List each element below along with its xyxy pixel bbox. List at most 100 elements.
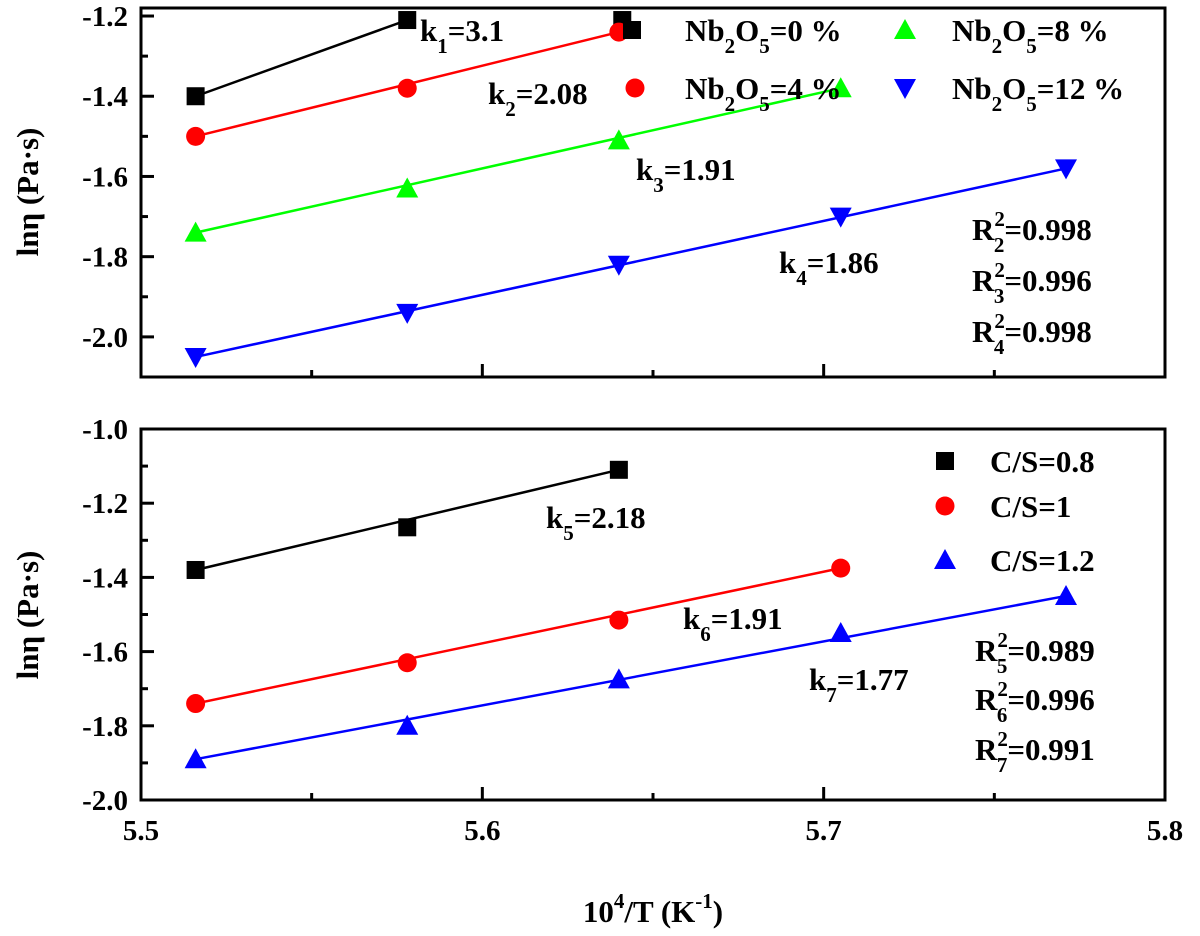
text-run: =8 % xyxy=(1037,13,1109,48)
y-tick-label: -1.2 xyxy=(82,1,128,33)
x-tick-label: 5.8 xyxy=(1147,815,1183,847)
r-squared-annotation: R2 5=0.989 xyxy=(975,628,1095,678)
text-run: k xyxy=(809,662,827,697)
data-point xyxy=(609,610,629,630)
text-run: =1.86 xyxy=(807,245,879,280)
y-axis-label: lnη (Pa·s) xyxy=(10,551,45,680)
r-squared-annotation: R2 6=0.996 xyxy=(975,677,1095,727)
text-run: 5 xyxy=(563,521,574,545)
legend-label: Nb2O5=4 % xyxy=(685,71,842,116)
text-run: =2.08 xyxy=(516,76,588,111)
slope-annotation: k5=2.18 xyxy=(546,500,646,545)
text-run: =0.996 xyxy=(1007,682,1094,717)
text-run: 2 xyxy=(994,258,1005,282)
text-run: -1 xyxy=(695,889,713,913)
text-run: 2 xyxy=(505,97,516,121)
text-run: k xyxy=(779,245,797,280)
text-run: 1 xyxy=(437,34,448,58)
data-point xyxy=(397,653,417,673)
text-run: 2 xyxy=(992,92,1003,116)
data-point xyxy=(1055,584,1078,605)
text-run: 6 xyxy=(997,703,1008,727)
y-tick-label: -1.6 xyxy=(82,637,128,669)
legend-label: Nb2O5=12 % xyxy=(952,71,1124,116)
text-run: 2 xyxy=(725,92,736,116)
data-point xyxy=(829,77,852,98)
data-point xyxy=(1055,159,1078,180)
legend-marker xyxy=(623,21,641,39)
data-point xyxy=(184,347,207,368)
text-run: Nb xyxy=(685,13,725,48)
text-run: /T (K xyxy=(623,894,695,929)
slope-annotation: k6=1.91 xyxy=(683,601,783,646)
text-run: k xyxy=(488,76,506,111)
text-run: O xyxy=(735,71,759,106)
text-run: R xyxy=(972,263,995,298)
data-point xyxy=(831,558,851,578)
text-run: k xyxy=(546,500,564,535)
text-run: 5 xyxy=(997,654,1008,678)
text-run: =0.991 xyxy=(1007,732,1094,767)
legend-label: C/S=1.2 xyxy=(990,543,1095,578)
text-run: 7 xyxy=(826,683,837,707)
text-run: 2 xyxy=(994,309,1005,333)
y-tick-label: -1.4 xyxy=(82,81,128,113)
data-point xyxy=(396,714,419,735)
slope-annotation: k3=1.91 xyxy=(636,152,736,197)
text-run: =0.998 xyxy=(1004,314,1091,349)
text-run: R xyxy=(975,633,998,668)
data-point xyxy=(186,126,206,146)
text-run: =0.996 xyxy=(1004,263,1091,298)
data-point xyxy=(186,694,206,714)
legend-marker xyxy=(936,452,954,470)
r-squared-annotation: R2 4=0.998 xyxy=(972,309,1092,359)
y-tick-label: -1.8 xyxy=(82,242,128,274)
legend-label: Nb2O5=0 % xyxy=(685,13,842,58)
text-run: =0 % xyxy=(770,13,842,48)
text-run: O xyxy=(735,13,759,48)
data-point xyxy=(607,255,630,276)
y-tick-label: -1.4 xyxy=(82,562,128,594)
text-run: ) xyxy=(713,894,723,929)
text-run: O xyxy=(1002,13,1026,48)
text-run: 5 xyxy=(759,34,770,58)
text-run: =1.77 xyxy=(837,662,909,697)
text-run: 7 xyxy=(997,753,1008,777)
fit-line xyxy=(195,167,1067,359)
legend-marker xyxy=(934,549,956,569)
text-run: 4 xyxy=(994,335,1005,359)
text-run: R xyxy=(975,682,998,717)
text-run: =0.998 xyxy=(1004,212,1091,247)
slope-annotation: k4=1.86 xyxy=(779,245,879,290)
fit-line xyxy=(195,86,842,234)
legend-marker xyxy=(894,79,916,99)
legend-marker xyxy=(935,496,955,516)
y-axis-label: lnη (Pa·s) xyxy=(10,128,45,257)
text-run: 2 xyxy=(994,207,1005,231)
text-run: Nb xyxy=(685,71,725,106)
text-run: 2 xyxy=(997,727,1008,751)
x-tick-label: 5.6 xyxy=(464,815,500,847)
text-run: =3.1 xyxy=(448,13,504,48)
text-run: k xyxy=(636,152,654,187)
text-run: =1.91 xyxy=(664,152,736,187)
legend-marker xyxy=(625,78,645,98)
slope-annotation: k1=3.1 xyxy=(420,13,504,58)
data-point xyxy=(829,622,852,643)
text-run: 5 xyxy=(759,92,770,116)
text-run: 3 xyxy=(653,173,664,197)
data-point xyxy=(186,560,205,579)
text-run: 2 xyxy=(997,677,1008,701)
y-tick-label: -1.8 xyxy=(82,711,128,743)
slope-annotation: k2=2.08 xyxy=(488,76,588,121)
r-squared-annotation: R2 3=0.996 xyxy=(972,258,1092,308)
y-tick-label: -1.2 xyxy=(82,488,128,520)
y-tick-label: -1.6 xyxy=(82,161,128,193)
text-run: 6 xyxy=(700,622,711,646)
data-point xyxy=(609,460,628,479)
legend-label: Nb2O5=8 % xyxy=(952,13,1109,58)
data-point xyxy=(397,78,417,98)
x-axis-label: 104/T (K-1) xyxy=(583,889,723,929)
text-run: 2 xyxy=(992,34,1003,58)
